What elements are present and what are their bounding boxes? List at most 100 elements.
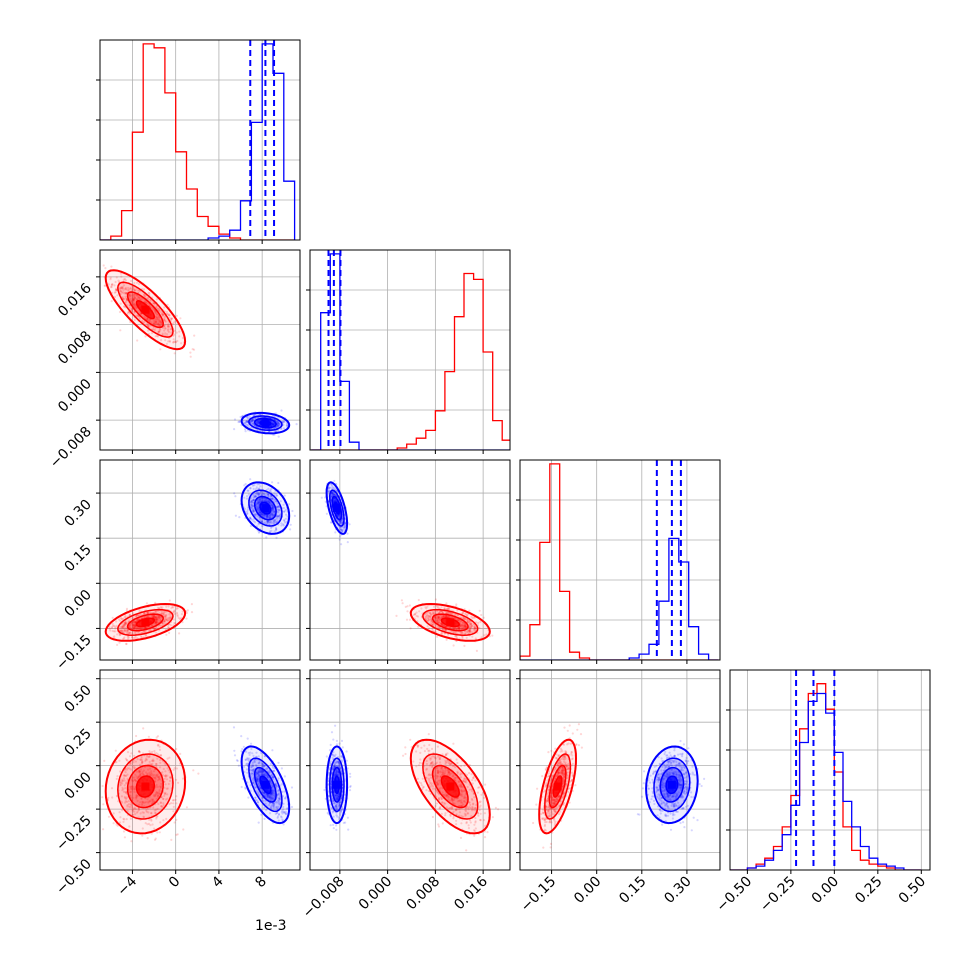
scatter-point [340,519,343,522]
scatter-point [336,515,339,518]
scatter-point [132,286,135,289]
scatter-point [158,324,161,327]
scatter-point [464,612,467,615]
scatter-point [126,636,129,639]
scatter-point [460,631,463,635]
scatter-point [261,512,264,516]
scatter-point [141,834,144,837]
scatter-point [174,341,177,344]
scatter-point [251,422,254,425]
scatter-point [338,538,341,541]
scatter-point [240,785,243,789]
scatter-point [466,620,469,623]
scatter-point [339,522,342,525]
scatter-point [176,607,179,610]
scatter-point [463,644,466,648]
scatter-point [146,323,149,326]
scatter-point [156,307,159,310]
scatter-point [437,615,440,618]
scatter-point [133,620,136,624]
scatter-point [435,617,438,621]
scatter-point [454,631,457,634]
scatter-point [155,616,158,619]
scatter-point [491,634,494,637]
scatter-point [258,501,261,504]
scatter-point [97,805,99,807]
scatter-point [178,330,181,333]
scatter-point [167,314,171,317]
scatter-point [254,495,257,498]
scatter-point [261,520,264,523]
scatter-point [160,612,163,615]
scatter-point [274,521,277,524]
scatter-point [163,613,166,616]
scatter-point [127,637,130,641]
scatter-point [346,541,349,544]
scatter-point [164,339,167,342]
scatter-point [113,630,116,633]
scatter-point [258,493,261,497]
scatter-point [346,532,349,535]
scatter-point [121,625,124,628]
scatter-point [246,417,250,420]
scatter-point [133,297,137,300]
scatter-point [459,623,462,626]
scatter-point [243,422,246,425]
scatter-point [124,623,127,626]
scatter-point [170,331,173,334]
scatter-point [453,627,456,630]
scatter-point [121,627,124,630]
scatter-point [144,634,147,638]
scatter-point [482,616,485,619]
scatter-point [260,494,263,497]
scatter-point [252,498,255,501]
scatter-point [270,424,273,427]
scatter-point [142,288,146,291]
scatter-point [282,423,285,426]
scatter-point [471,617,474,620]
scatter-point [153,621,156,625]
scatter-point [154,309,157,313]
scatter-point [257,505,260,508]
scatter-point [343,526,346,529]
scatter-point [279,514,282,517]
scatter-point [331,491,334,494]
scatter-point [254,514,257,518]
scatter-point [161,622,164,625]
scatter-point [284,508,287,511]
scatter-point [176,339,179,343]
scatter-point [332,499,335,502]
scatter-point [149,628,152,632]
scatter-point [437,617,440,620]
scatter-point [148,319,151,322]
panel-grid-3-0 [100,670,300,870]
scatter-point [439,616,442,619]
scatter-point [280,522,283,525]
scatter-point [464,624,467,628]
scatter-point [282,420,285,423]
scatter-point [466,614,469,617]
scatter-point [110,300,113,303]
scatter-point [246,423,249,426]
scatter-point [167,627,170,630]
scatter-point [165,613,168,617]
scatter-point [252,510,255,513]
scatter-point [252,499,255,502]
scatter-point [252,427,255,431]
scatter-point [256,509,259,512]
scatter-point [162,611,165,614]
scatter-point [472,616,475,619]
scatter-point [250,419,253,422]
scatter-point [285,513,288,516]
scatter-point [123,625,126,629]
scatter-point [282,524,285,527]
scatter-point [275,529,278,532]
scatter-point [176,833,179,836]
scatter-point [119,633,122,636]
scatter-point [246,510,249,513]
scatter-point [136,627,139,630]
scatter-point [161,313,164,316]
scatter-point [447,615,450,619]
scatter-point [277,423,281,427]
scatter-point [173,609,176,612]
